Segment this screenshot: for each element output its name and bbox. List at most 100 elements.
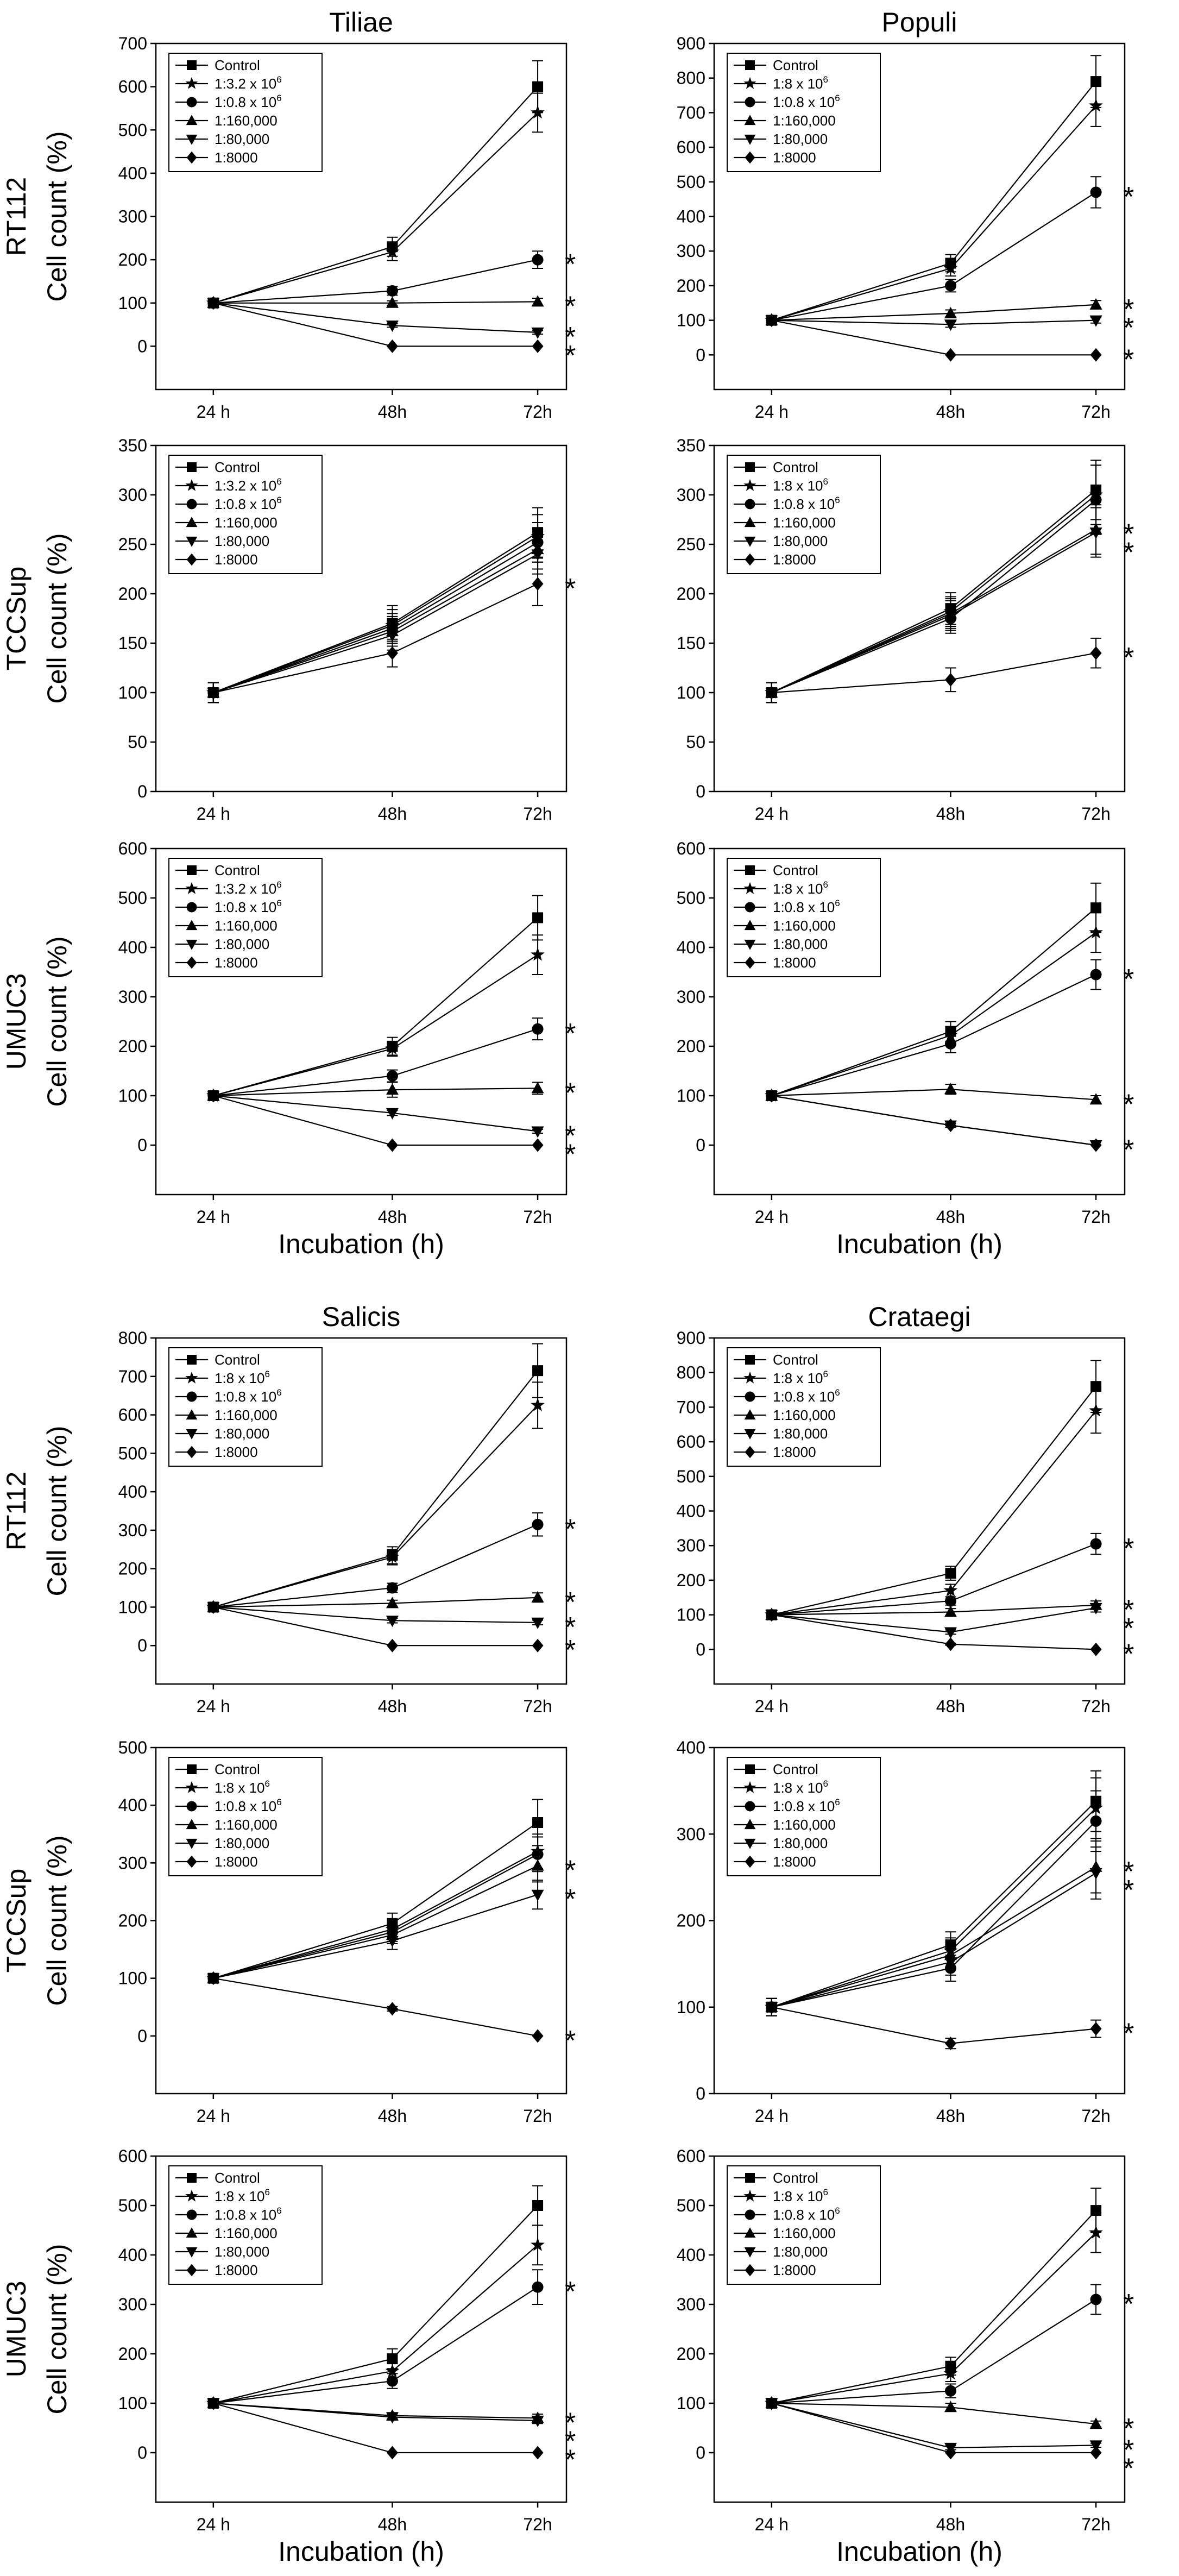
- significance-marker: *: [565, 2276, 576, 2308]
- y-axis-title: Cell count (%): [42, 937, 72, 1107]
- y-tick-label: 900: [677, 34, 705, 53]
- legend-label: Control: [215, 862, 260, 878]
- legend-label: 1:160,000: [773, 2225, 836, 2241]
- y-tick-label: 200: [677, 276, 705, 296]
- legend-box: [727, 455, 881, 574]
- y-tick-label: 0: [696, 782, 705, 801]
- significance-marker: *: [565, 1587, 576, 1618]
- data-point: [1090, 1538, 1102, 1550]
- data-point: [386, 630, 399, 642]
- x-tick-label: 48h: [378, 1207, 407, 1227]
- legend-marker: [187, 865, 197, 875]
- x-tick-label: 72h: [1081, 402, 1110, 422]
- significance-marker: *: [565, 1121, 576, 1152]
- legend-marker: [186, 517, 198, 527]
- legend-marker: [744, 1819, 756, 1830]
- legend-label: 1:80,000: [773, 1835, 828, 1851]
- y-tick-label: 500: [677, 1467, 705, 1486]
- legend-marker: [745, 1801, 755, 1812]
- legend-marker: [187, 2173, 197, 2183]
- legend-marker: [745, 97, 755, 108]
- y-tick-label: 400: [118, 1795, 147, 1815]
- legend-marker: [744, 939, 756, 950]
- legend-marker: [743, 479, 756, 491]
- y-tick-label: 100: [118, 1597, 147, 1617]
- chart-title: Salicis: [322, 1302, 400, 1332]
- y-tick-label: 200: [118, 1911, 147, 1931]
- legend-label: 1:160,000: [215, 514, 278, 531]
- significance-marker: *: [565, 291, 576, 322]
- y-tick-label: 500: [677, 888, 705, 908]
- data-point: [531, 1889, 544, 1901]
- significance-marker: *: [565, 1077, 576, 1109]
- data-point: [531, 549, 544, 561]
- legend-label: 1:0.8 x 106: [773, 1387, 840, 1405]
- significance-marker: *: [1123, 1638, 1134, 1670]
- data-point: [766, 1089, 778, 1103]
- significance-marker: *: [565, 1884, 576, 1915]
- series-line: [771, 1095, 1096, 1146]
- legend-marker: [187, 60, 197, 70]
- y-tick-label: 200: [677, 584, 705, 604]
- legend-label: 1:0.8 x 106: [773, 93, 840, 110]
- y-tick-label: 500: [677, 172, 705, 192]
- series-line: [771, 1543, 1096, 1616]
- y-tick-label: 350: [677, 436, 705, 455]
- data-point: [1090, 2446, 1102, 2460]
- y-tick-label: 150: [118, 633, 147, 653]
- legend-label: 1:8000: [215, 954, 258, 971]
- x-tick-label: 24 h: [755, 804, 789, 824]
- legend-label: 1:80,000: [215, 936, 269, 952]
- legend-box: [168, 1757, 323, 1876]
- legend-label: 1:8 x 106: [773, 1779, 828, 1796]
- significance-marker: *: [1123, 1856, 1134, 1888]
- y-tick-label: 400: [118, 1482, 147, 1501]
- y-tick-label: 300: [677, 1824, 705, 1844]
- legend-label: 1:3.2 x 106: [215, 476, 282, 494]
- x-axis-title: Incubation (h): [278, 2536, 444, 2567]
- data-point: [944, 1038, 956, 1050]
- chart-panel-11: UMUC3 Cell count (%) 0 100 200 300 400 500 600 24…: [1, 2146, 576, 2567]
- data-point: [385, 244, 400, 258]
- series-line: [771, 1872, 1096, 2008]
- y-tick-label: 50: [128, 732, 147, 752]
- series-line: [213, 1606, 538, 1623]
- legend-label: 1:0.8 x 106: [215, 2206, 282, 2223]
- significance-marker: *: [1123, 519, 1134, 550]
- data-point: [944, 1957, 957, 1969]
- significance-marker: *: [1123, 294, 1134, 325]
- x-tick-label: 72h: [523, 1207, 552, 1227]
- series-line: [771, 304, 1096, 321]
- data-point: [1089, 527, 1102, 539]
- y-tick-label: 300: [118, 987, 147, 1007]
- y-tick-label: 800: [677, 1363, 705, 1383]
- legend-marker: [186, 1409, 198, 1420]
- legend-marker: [745, 151, 755, 164]
- series-line: [213, 2402, 538, 2454]
- y-tick-label: 300: [118, 1853, 147, 1873]
- legend-label: 1:80,000: [215, 1425, 269, 1442]
- data-point: [207, 1600, 219, 1614]
- data-point: [386, 1083, 399, 1095]
- x-tick-label: 48h: [936, 2515, 965, 2534]
- data-point: [531, 1591, 544, 1603]
- data-point: [944, 2446, 956, 2460]
- significance-marker: *: [565, 1513, 576, 1545]
- data-point: [1090, 969, 1102, 981]
- chart-panel-2: Populi 0 100 200 300 400 500 600 700 800 900 24 h 48…: [677, 7, 1134, 422]
- row-label: RT112: [1, 177, 31, 256]
- x-tick-label: 72h: [523, 2106, 552, 2126]
- legend-marker: [745, 2173, 755, 2183]
- y-tick-label: 600: [118, 1405, 147, 1425]
- x-tick-label: 48h: [936, 402, 965, 422]
- plot-frame: [155, 444, 568, 793]
- legend-label: 1:160,000: [773, 1407, 836, 1423]
- data-point: [386, 2002, 398, 2016]
- y-tick-label: 300: [118, 207, 147, 227]
- significance-marker: *: [1123, 2413, 1134, 2445]
